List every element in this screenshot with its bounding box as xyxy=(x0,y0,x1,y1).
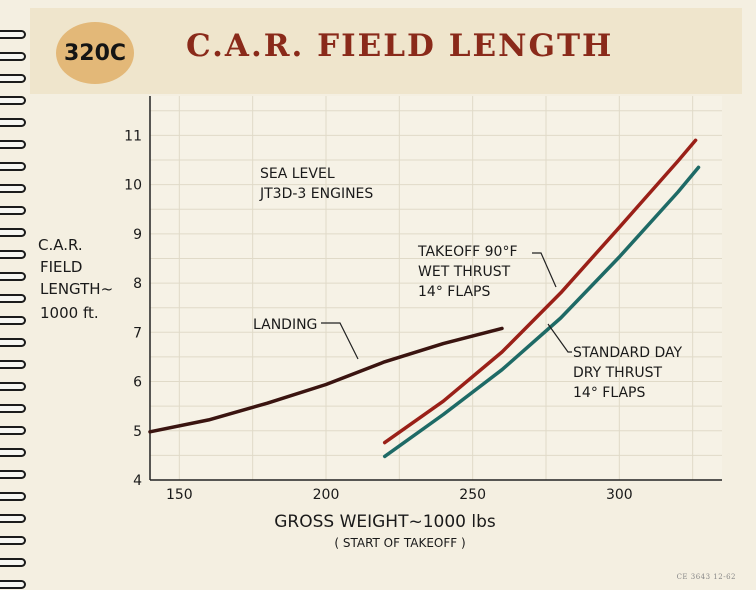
y-axis-title-line: LENGTH~ xyxy=(40,280,113,298)
binding-ring xyxy=(0,162,26,171)
binding-ring xyxy=(0,404,26,413)
binding-ring xyxy=(0,74,26,83)
x-tick-label: 150 xyxy=(166,487,193,503)
x-tick-label: 250 xyxy=(459,487,486,503)
y-tick-label: 4 xyxy=(133,473,142,489)
binding-ring xyxy=(0,30,26,39)
x-axis-subtitle: ( START OF TAKEOFF ) xyxy=(334,536,465,550)
binding-ring xyxy=(0,360,26,369)
y-axis-title-line: C.A.R. xyxy=(38,236,83,254)
binding-ring xyxy=(0,272,26,281)
leader-line-takeoff xyxy=(532,252,557,288)
y-tick-label: 10 xyxy=(124,178,142,194)
y-tick-label: 5 xyxy=(133,424,142,440)
leader-line-standard-day xyxy=(547,323,572,353)
series-label-takeoff-line: 14° FLAPS xyxy=(418,284,490,300)
chart-annotation-line: SEA LEVEL xyxy=(260,166,335,182)
series-label-takeoff-line: TAKEOFF 90°F xyxy=(417,244,518,260)
binding-ring xyxy=(0,52,26,61)
binding-ring xyxy=(0,580,26,589)
y-tick-label: 9 xyxy=(133,227,142,243)
leader-line-landing xyxy=(321,322,359,360)
binding-ring xyxy=(0,558,26,567)
series-label-standard-day-line: STANDARD DAY xyxy=(573,345,682,361)
page-title: C.A.R. FIELD LENGTH xyxy=(186,28,614,64)
binding-ring xyxy=(0,250,26,259)
binding-ring xyxy=(0,184,26,193)
spiral-binding xyxy=(0,0,30,590)
y-tick-label: 6 xyxy=(133,375,142,391)
x-tick-label: 300 xyxy=(606,487,633,503)
binding-ring xyxy=(0,338,26,347)
binding-ring xyxy=(0,492,26,501)
chart-annotation-line: JT3D-3 ENGINES xyxy=(259,186,373,202)
series-label-standard-day-line: 14° FLAPS xyxy=(573,385,645,401)
header-band: 320C C.A.R. FIELD LENGTH xyxy=(30,8,742,94)
series-label-landing: LANDING xyxy=(253,317,317,333)
binding-ring xyxy=(0,514,26,523)
y-tick-label: 8 xyxy=(133,276,142,292)
y-tick-label: 11 xyxy=(124,128,142,144)
series-label-takeoff-line: WET THRUST xyxy=(418,264,511,280)
binding-ring xyxy=(0,426,26,435)
y-tick-label: 7 xyxy=(133,325,142,341)
y-axis-title-line: FIELD xyxy=(40,258,82,276)
binding-ring xyxy=(0,382,26,391)
document-code: CE 3643 12-62 xyxy=(676,573,736,581)
binding-ring xyxy=(0,294,26,303)
x-tick-label: 200 xyxy=(313,487,340,503)
binding-ring xyxy=(0,96,26,105)
model-badge: 320C xyxy=(56,22,134,84)
binding-ring xyxy=(0,316,26,325)
binding-ring xyxy=(0,536,26,545)
binding-ring xyxy=(0,448,26,457)
model-badge-label: 320C xyxy=(63,40,127,66)
binding-ring xyxy=(0,470,26,479)
binding-ring xyxy=(0,228,26,237)
binding-ring xyxy=(0,206,26,215)
x-axis-title: GROSS WEIGHT~1000 lbs xyxy=(274,512,496,532)
series-label-standard-day-line: DRY THRUST xyxy=(573,365,663,381)
binding-ring xyxy=(0,140,26,149)
y-axis-title-line: 1000 ft. xyxy=(40,304,99,322)
binding-ring xyxy=(0,118,26,127)
